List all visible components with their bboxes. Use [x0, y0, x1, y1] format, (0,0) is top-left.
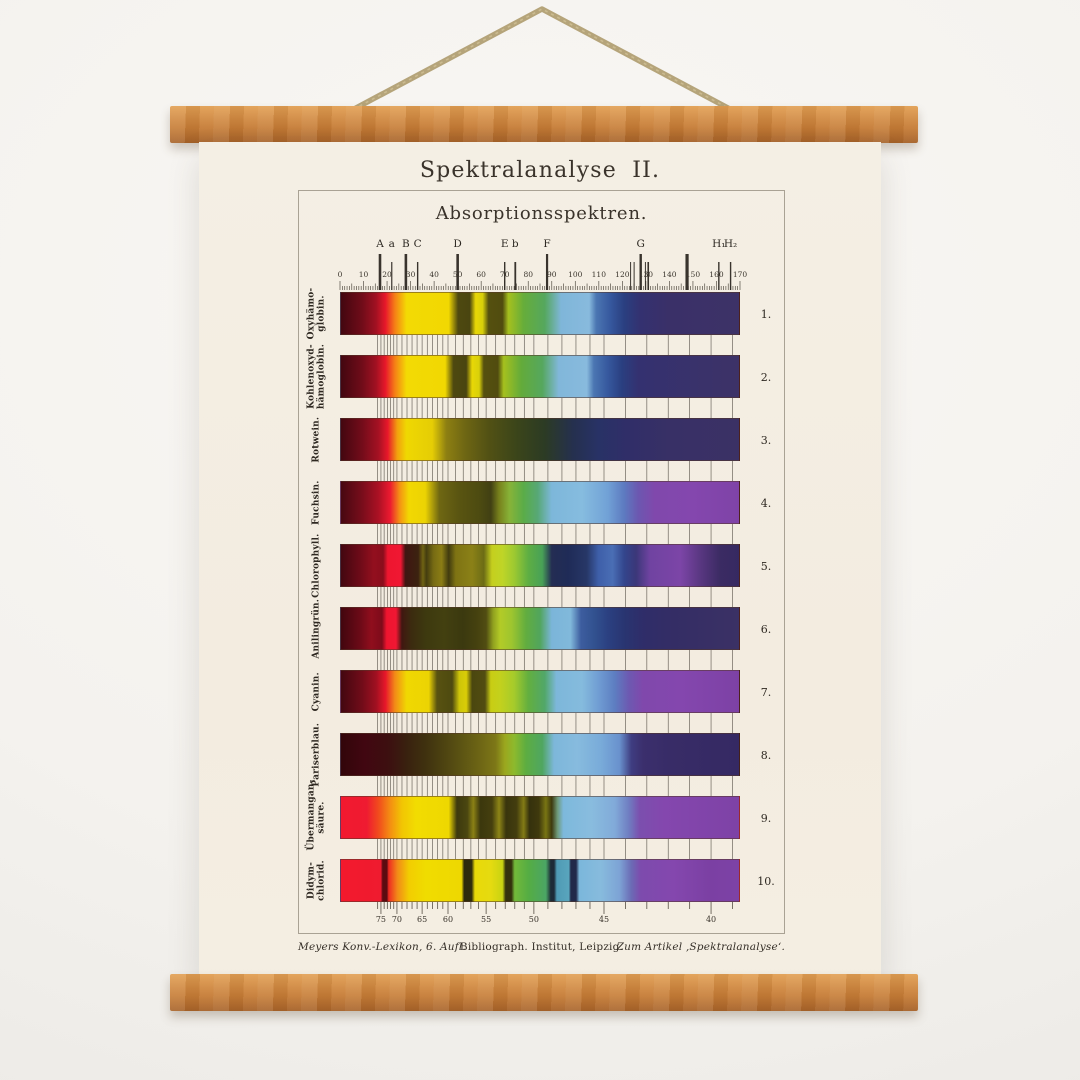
- fraunhofer-letter: a: [388, 238, 395, 250]
- wooden-hanger-bottom-bar: [170, 974, 918, 1011]
- row-label: Rotwein.: [294, 417, 340, 463]
- fraunhofer-letter: G: [636, 238, 645, 250]
- fraunhofer-letter: B: [402, 238, 410, 250]
- wavelength-number: 50: [528, 915, 539, 924]
- row-label-text: Anilingrün.: [311, 598, 322, 659]
- spectrum-band: [340, 544, 740, 587]
- top-scale-number: 30: [405, 270, 416, 279]
- top-scale-number: 110: [591, 270, 606, 279]
- spectrum-band: [340, 733, 740, 776]
- top-scale-number: 160: [709, 270, 724, 279]
- fraunhofer-letter: F: [543, 238, 551, 250]
- row-number: 6.: [760, 623, 772, 636]
- top-scale-number: 100: [568, 270, 583, 279]
- wavelength-number: 55: [481, 915, 492, 924]
- fraunhofer-letter: E: [500, 238, 509, 250]
- spectrum-band: [340, 796, 740, 839]
- caption-edition: Meyers Konv.-Lexikon, 6. Aufl.: [298, 941, 466, 953]
- top-scale-number: 120: [615, 270, 630, 279]
- row-label: Chlorophyll.: [294, 533, 340, 597]
- top-scale-number: 0: [337, 270, 343, 279]
- poster-title: Spektralanalyse II.: [419, 158, 661, 183]
- wavelength-number: 45: [598, 915, 610, 924]
- fraunhofer-letter: D: [453, 238, 462, 250]
- spectrum-band: [340, 607, 740, 650]
- top-scale-number: 140: [662, 270, 677, 279]
- top-scale-number: 80: [523, 270, 534, 279]
- plate-subtitle: Absorptionsspektren.: [435, 203, 648, 224]
- fraunhofer-letter: A: [376, 238, 384, 250]
- spectrum-band: [340, 355, 740, 398]
- row-label: Übermangan- säure.: [294, 779, 340, 850]
- row-label: Fuchsin.: [294, 480, 340, 525]
- row-label-text: Chlorophyll.: [311, 533, 322, 598]
- row-label-text: Übermangan- säure.: [306, 779, 327, 851]
- spectrum-band: [340, 292, 740, 335]
- row-label-text: Didym- chlorid.: [306, 860, 327, 901]
- fraunhofer-letter: H₁: [712, 238, 726, 250]
- row-label: Didym- chlorid.: [294, 859, 340, 902]
- wavelength-number: 65: [417, 915, 428, 924]
- top-scale-number: 60: [476, 270, 486, 279]
- row-label-text: Oxyhämo- globin.: [306, 287, 327, 340]
- wavelength-number: 75: [375, 915, 387, 924]
- row-number: 9.: [760, 812, 772, 825]
- fraunhofer-letter: H₂: [723, 238, 738, 250]
- top-scale-number: 20: [382, 270, 392, 279]
- spectrum-band: [340, 481, 740, 524]
- top-scale-number: 90: [546, 270, 557, 279]
- row-label: Cyanin.: [294, 670, 340, 713]
- caption-article: Zum Artikel ‚Spektralanalyse‘.: [616, 941, 785, 953]
- row-number: 8.: [760, 749, 772, 762]
- spectrum-band: [340, 670, 740, 713]
- row-label-text: Fuchsin.: [311, 480, 322, 525]
- row-number: 10.: [757, 875, 775, 888]
- row-number: 5.: [760, 560, 772, 573]
- top-scale-number: 130: [638, 270, 654, 279]
- wavelength-number: 70: [391, 915, 403, 924]
- top-scale-number: 10: [358, 270, 369, 279]
- top-scale-number: 170: [732, 270, 748, 279]
- row-number: 2.: [760, 371, 772, 384]
- fraunhofer-letter: C: [413, 238, 422, 250]
- row-label: Anilingrün.: [294, 599, 340, 659]
- row-label: Oxyhämo- globin.: [294, 288, 340, 340]
- fraunhofer-letter: b: [511, 238, 519, 250]
- row-label-text: Kohlenoxyd- hämoglobin.: [306, 343, 327, 410]
- row-number: 3.: [760, 434, 772, 447]
- row-number: 7.: [760, 686, 772, 699]
- row-label: Pariserblau.: [294, 723, 340, 787]
- row-label-text: Rotwein.: [311, 416, 322, 463]
- caption-publisher: Bibliograph. Institut, Leipzig.: [459, 941, 624, 953]
- row-label-text: Pariserblau.: [311, 722, 322, 787]
- row-label-text: Cyanin.: [311, 671, 322, 712]
- row-number: 4.: [760, 497, 772, 510]
- spectrum-band: [340, 859, 740, 902]
- poster: Spektralanalyse II. Absorptionsspektren.…: [199, 142, 881, 975]
- wavelength-number: 40: [705, 915, 717, 924]
- top-scale-number: 70: [499, 270, 510, 279]
- top-scale-number: 150: [685, 270, 701, 279]
- wavelength-number: 60: [442, 915, 454, 924]
- top-scale-number: 50: [452, 270, 463, 279]
- wooden-hanger-top-bar: [170, 106, 918, 143]
- top-scale-number: 40: [429, 270, 439, 279]
- row-number: 1.: [760, 308, 772, 321]
- row-label: Kohlenoxyd- hämoglobin.: [294, 344, 340, 409]
- spectrum-band: [340, 418, 740, 461]
- plate-border: [298, 190, 785, 934]
